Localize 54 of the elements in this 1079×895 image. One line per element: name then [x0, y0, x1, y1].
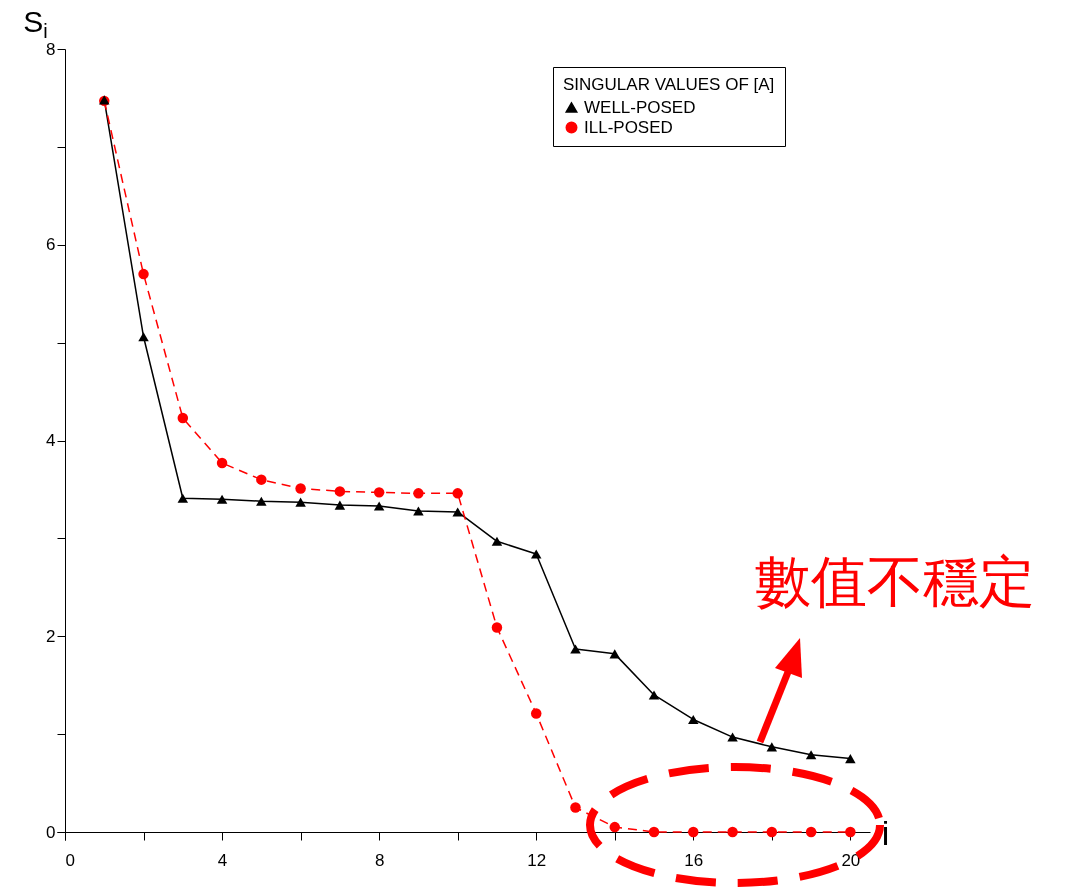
point: [688, 714, 699, 724]
x-axis-title: i: [881, 813, 890, 852]
point: [766, 742, 778, 752]
y-tick-label: 0: [46, 822, 56, 842]
point: [530, 708, 542, 719]
y-axis-title: S$_{i}$: [23, 4, 48, 42]
y-tick-label: 2: [46, 626, 56, 646]
x-tick-label: 20: [841, 850, 861, 870]
point: [609, 649, 620, 659]
point: [766, 826, 778, 838]
point: [177, 412, 189, 424]
x-tick-label: 0: [65, 850, 75, 870]
legend-label: ILL-POSED: [584, 117, 673, 137]
point: [256, 496, 267, 506]
point: [373, 501, 385, 511]
point: [530, 549, 542, 559]
point: [727, 826, 738, 838]
annotation: 數值不穩定: [755, 548, 1035, 616]
point: [845, 826, 856, 838]
point: [648, 690, 660, 700]
legend-title: SINGULAR VALUES OF [A]: [563, 75, 775, 94]
point: [491, 622, 503, 633]
point: [727, 732, 738, 742]
point: [648, 826, 660, 838]
point: [177, 493, 189, 503]
point: [805, 750, 817, 760]
point: [413, 488, 424, 499]
x-tick-label: 12: [527, 850, 547, 870]
point: [295, 497, 306, 507]
point: [491, 536, 503, 546]
y-tick-label: 8: [46, 39, 56, 59]
point: [138, 268, 149, 280]
point: [452, 488, 463, 499]
point: [334, 500, 346, 510]
point: [216, 494, 228, 504]
point: [570, 644, 581, 654]
x-tick-label: 16: [684, 850, 704, 870]
point: [688, 826, 699, 838]
point: [570, 802, 581, 813]
point: [413, 506, 424, 516]
point: [256, 474, 267, 485]
point: [373, 487, 385, 498]
y-tick-label: 6: [46, 235, 56, 255]
y-tick-label: 4: [46, 431, 56, 450]
point: [609, 821, 620, 833]
legend-label: WELL-POSED: [584, 97, 696, 117]
x-tick-label: 8: [374, 850, 385, 870]
x-tick-label: 4: [217, 850, 228, 870]
point: [805, 826, 817, 838]
point: [138, 332, 149, 342]
point: [334, 486, 346, 497]
point: [216, 457, 228, 469]
point: [845, 754, 856, 764]
point: [295, 483, 306, 494]
